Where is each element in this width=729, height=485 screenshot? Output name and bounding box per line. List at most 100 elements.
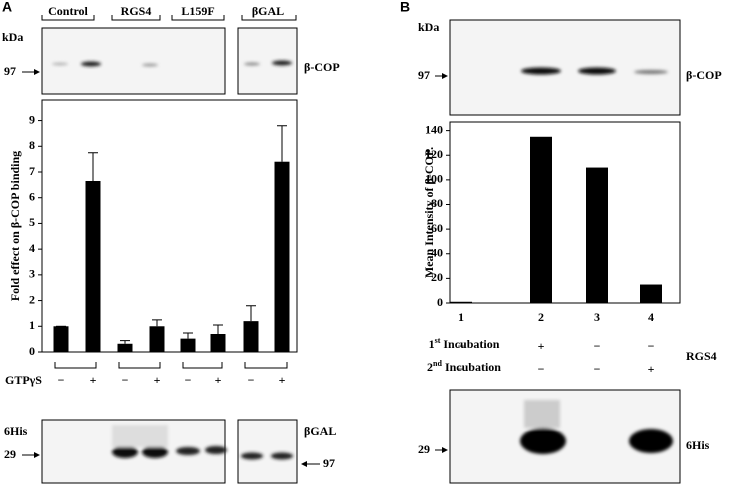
x-tick-label: − [248, 373, 255, 387]
y-tick-label: 5 [29, 215, 35, 229]
row-label-num: 1 [429, 337, 435, 351]
kda-label: kDa [2, 30, 23, 44]
x-tick-label: 3 [594, 310, 600, 324]
bar [149, 326, 165, 352]
kda-label: kDa [418, 20, 439, 34]
y-tick-label: 60 [431, 221, 443, 235]
bar [85, 181, 101, 352]
y-tick-label: 120 [425, 147, 443, 161]
y-tick-label: 0 [437, 295, 443, 309]
y-tick-label: 4 [29, 241, 35, 255]
marker-label: 97 [323, 456, 335, 470]
error-bar [88, 152, 98, 181]
x-tick-label: 2 [538, 310, 544, 324]
bar [586, 167, 608, 303]
row-label-text: Incubation [443, 337, 499, 351]
x-tick-label: 1 [458, 310, 464, 324]
bands [521, 67, 668, 75]
y-tick-label: 40 [431, 245, 443, 259]
treatment-label: RGS4 [686, 349, 717, 363]
blot [237, 419, 298, 484]
blot [237, 27, 298, 95]
error-bar [152, 319, 162, 327]
marker-label: 29 [418, 442, 430, 456]
y-tick-label: 6 [29, 189, 35, 203]
blot-label: 6His [4, 424, 28, 438]
lane-label: βGAL [252, 4, 284, 18]
pair-bracket [54, 362, 288, 369]
y-tick-label: 20 [431, 270, 443, 284]
x-tick-label: + [279, 373, 286, 387]
y-tick-label: 100 [425, 172, 443, 186]
bands [520, 400, 673, 454]
y-tick-label: 0 [29, 344, 35, 358]
blot-label: β-COP [686, 68, 722, 82]
blot [41, 27, 226, 95]
x-tick-label: − [58, 373, 65, 387]
marker-label: 29 [4, 447, 16, 461]
bar [450, 301, 472, 303]
sign: − [594, 339, 601, 353]
bar [243, 321, 259, 352]
lane-bracket [41, 15, 297, 21]
lane-label: Control [48, 4, 88, 18]
panel-letter: B [400, 0, 410, 15]
x-tick-label: − [185, 373, 192, 387]
error-bar [246, 305, 256, 322]
error-bar [213, 324, 223, 334]
bar [530, 136, 552, 303]
blot-label: 6His [686, 438, 710, 452]
y-axis-label: Fold effect on β-COP binding [8, 151, 22, 301]
bar [274, 161, 290, 352]
x-axis-label: GTPγS [5, 373, 42, 387]
marker-label: 97 [418, 68, 430, 82]
sign: − [458, 362, 465, 376]
lane-label: L159F [181, 4, 214, 18]
row-label: 1st Incubation [429, 336, 500, 351]
y-tick-label: 1 [29, 318, 35, 332]
bar [210, 334, 226, 352]
y-tick-label: 80 [431, 196, 443, 210]
panel-letter: A [2, 0, 12, 15]
bar [180, 338, 196, 352]
sign: + [648, 362, 655, 376]
y-tick-label: 140 [425, 122, 443, 136]
error-bar [183, 332, 193, 339]
bands [52, 60, 292, 67]
plot-frame [41, 99, 298, 353]
sign: − [538, 362, 545, 376]
row-label-text: Incubation [445, 360, 501, 374]
sign: − [594, 362, 601, 376]
y-tick-label: 3 [29, 267, 35, 281]
error-bar [120, 340, 130, 344]
x-tick-label: + [154, 373, 161, 387]
sign: − [458, 339, 465, 353]
y-tick-label: 8 [29, 138, 35, 152]
row-label-num: 2 [427, 360, 433, 374]
row-label: 2nd Incubation [427, 359, 501, 374]
error-bar [277, 125, 287, 162]
bands [112, 425, 293, 460]
bar [640, 284, 662, 303]
lane-label: RGS4 [121, 4, 152, 18]
plot-frame [449, 121, 681, 304]
x-tick-label: 4 [648, 310, 654, 324]
row-label-sup: st [435, 336, 441, 345]
row-label-sup: nd [433, 359, 442, 368]
bar [117, 343, 133, 352]
blot-label: βGAL [304, 424, 336, 438]
x-tick-label: + [90, 373, 97, 387]
marker-label: 97 [4, 64, 16, 78]
bar [53, 326, 69, 352]
sign: + [538, 339, 545, 353]
y-tick-label: 9 [29, 112, 35, 126]
y-tick-label: 7 [29, 164, 35, 178]
y-axis-label: Mean Intensity of β-COP. [422, 147, 436, 278]
y-tick-label: 2 [29, 292, 35, 306]
x-tick-label: + [215, 373, 222, 387]
blot-label: β-COP [304, 60, 340, 74]
blot [449, 19, 681, 116]
x-tick-label: − [122, 373, 129, 387]
sign: − [648, 339, 655, 353]
